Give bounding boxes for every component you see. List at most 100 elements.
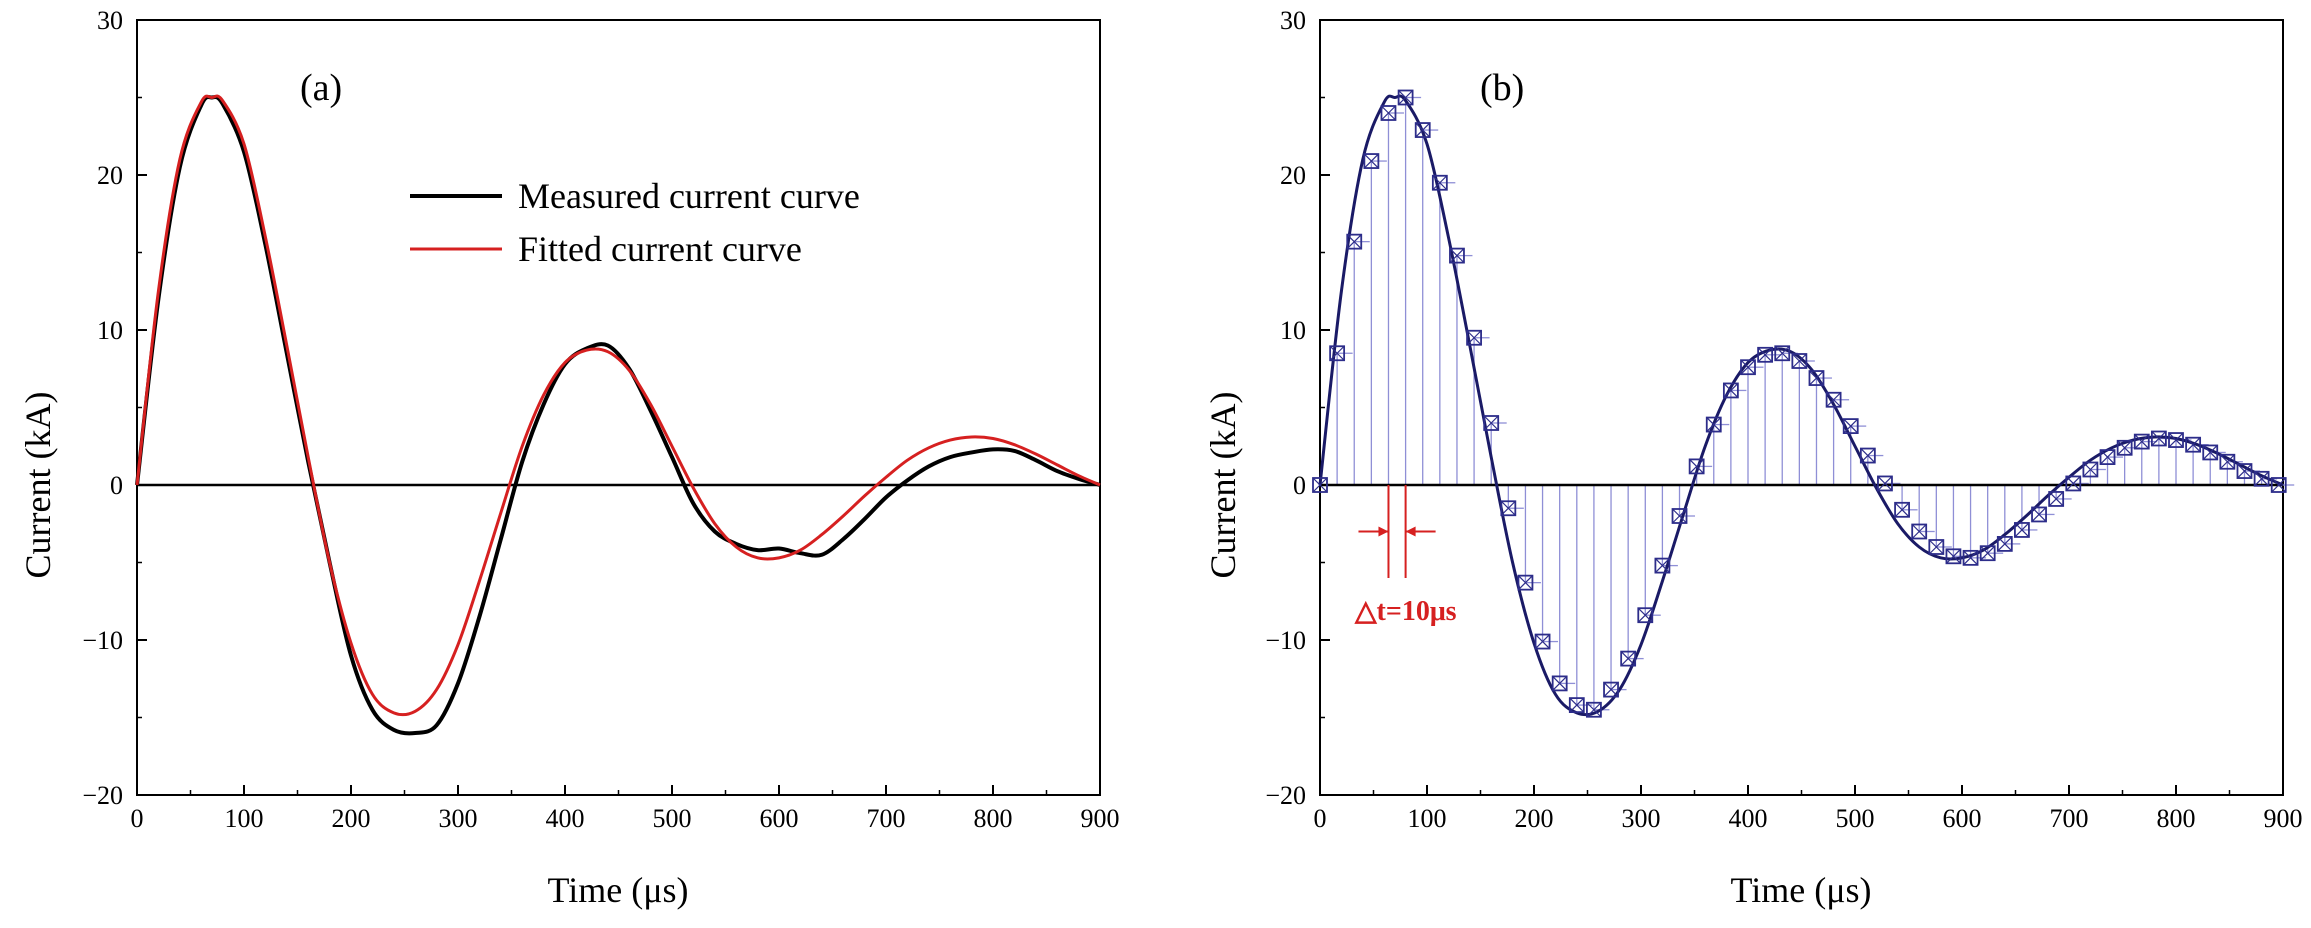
sample-marker — [1568, 697, 1585, 713]
panel-b-plot-frame — [1319, 19, 2284, 796]
sample-marker — [1346, 233, 1363, 250]
sample-marker — [1996, 536, 2013, 552]
sample-marker — [1928, 539, 1945, 555]
x-tick-label: 100 — [1408, 804, 1447, 833]
sample-marker — [1483, 415, 1500, 431]
sample-marker — [2116, 439, 2133, 456]
sample-marker — [1517, 574, 1534, 591]
x-tick-label: 200 — [1515, 804, 1554, 833]
y-tick-label: −20 — [82, 781, 123, 810]
sample-marker — [1363, 153, 1380, 169]
x-tick-label: 200 — [332, 804, 371, 833]
sample-marker — [1500, 500, 1517, 517]
x-tick-label: 0 — [1314, 804, 1327, 833]
sample-marker — [1671, 508, 1688, 524]
sample-marker — [1945, 548, 1962, 565]
sample-marker — [1877, 475, 1893, 492]
sample-marker — [2065, 475, 2082, 492]
x-tick-label: 0 — [131, 804, 144, 833]
panel-a-series — [135, 94, 1101, 736]
legend-label-measured: Measured current curve — [518, 176, 860, 216]
y-tick-label: 10 — [97, 316, 123, 345]
sample-marker — [1722, 382, 1739, 399]
x-tick-label: 600 — [1943, 804, 1982, 833]
sample-marker — [1637, 607, 1654, 624]
sample-marker — [1449, 247, 1465, 264]
series-line-fitted-current-curve — [135, 94, 1101, 717]
panel-b-ticks: 0 100 200 300 400 500 600 700 800 900 −20 −10 0 10 20 3… — [1265, 6, 2302, 833]
sample-marker — [2048, 491, 2065, 507]
sample-marker — [1911, 523, 1928, 540]
sample-marker — [1688, 458, 1705, 475]
sample-marker — [2031, 506, 2047, 523]
x-tick-label: 500 — [653, 804, 692, 833]
sample-marker — [1586, 701, 1602, 718]
panel-b-series — [1318, 94, 2284, 717]
panel-a-legend: Measured current curve Fitted current cu… — [410, 176, 860, 269]
sample-marker — [2270, 477, 2287, 493]
sample-marker — [1414, 122, 1431, 138]
panel-b-xlabel: Time (μs) — [1731, 870, 1872, 910]
sample-marker — [1534, 633, 1551, 650]
panel-b-ylabel: Current (kA) — [1203, 392, 1243, 579]
delta-t-label: △t=10μs — [1354, 596, 1457, 627]
sample-marker — [2150, 430, 2167, 447]
panel-a-xlabel: Time (μs) — [548, 870, 689, 910]
x-tick-label: 800 — [2157, 804, 2196, 833]
x-tick-label: 500 — [1836, 804, 1875, 833]
x-tick-label: 700 — [867, 804, 906, 833]
y-tick-label: 0 — [110, 471, 123, 500]
sample-marker — [1962, 549, 1979, 566]
sample-marker — [1979, 545, 1996, 562]
sample-marker — [1774, 345, 1791, 362]
x-tick-label: 300 — [1622, 804, 1661, 833]
y-tick-label: 30 — [1280, 6, 1306, 35]
delta-t-arrowhead-left — [1378, 526, 1389, 537]
sample-marker — [1740, 359, 1756, 376]
sample-marker — [1466, 329, 1482, 346]
legend-label-fitted: Fitted current curve — [518, 229, 802, 269]
x-tick-label: 800 — [974, 804, 1013, 833]
panel-b-sample-stems — [1320, 96, 2295, 711]
panel-b-label: (b) — [1480, 67, 1524, 109]
panel-a-label: (a) — [300, 67, 342, 109]
sample-marker — [1431, 174, 1448, 191]
sample-marker — [2185, 436, 2202, 453]
panel-a-ylabel: Current (kA) — [18, 392, 58, 579]
sample-marker — [1705, 416, 1722, 433]
x-tick-label: 400 — [546, 804, 585, 833]
x-tick-label: 900 — [2264, 804, 2303, 833]
y-tick-label: 10 — [1280, 316, 1306, 345]
sample-marker — [1380, 105, 1397, 121]
sample-marker — [1842, 418, 1859, 435]
x-tick-label: 700 — [2050, 804, 2089, 833]
y-tick-label: 20 — [97, 161, 123, 190]
sample-marker — [1757, 346, 1774, 363]
sample-marker — [1312, 477, 1328, 493]
series-line-fitted-current-curve — [1318, 94, 2284, 717]
y-tick-label: 0 — [1293, 471, 1306, 500]
sample-marker — [2099, 449, 2116, 466]
x-tick-label: 300 — [439, 804, 478, 833]
sample-marker — [2202, 444, 2219, 461]
panel-a-ticks: 0 100 200 300 400 500 600 700 800 900 −20 −10 0 10 20 3… — [82, 6, 1119, 833]
panel-b-sample-markers — [1312, 89, 2287, 718]
y-tick-label: −10 — [82, 626, 123, 655]
sample-marker — [1808, 370, 1825, 386]
sample-marker — [1654, 557, 1671, 574]
delta-t-annotation — [1358, 485, 1436, 578]
sample-marker — [2082, 461, 2099, 478]
panel-a: 0 100 200 300 400 500 600 700 800 900 −20 −10 0 10 20 3… — [18, 6, 1120, 910]
x-tick-label: 600 — [760, 804, 799, 833]
panel-b: 0 100 200 300 400 500 600 700 800 900 −20 −10 0 10 20 3… — [1203, 6, 2303, 910]
sample-marker — [2014, 522, 2030, 538]
sample-marker — [1620, 650, 1637, 667]
x-tick-label: 400 — [1729, 804, 1768, 833]
sample-marker — [1894, 501, 1910, 518]
sample-marker — [2168, 432, 2184, 448]
y-tick-label: 20 — [1280, 161, 1306, 190]
sample-marker — [1329, 345, 1346, 362]
sample-marker — [1603, 681, 1619, 698]
sample-marker — [1397, 89, 1414, 106]
